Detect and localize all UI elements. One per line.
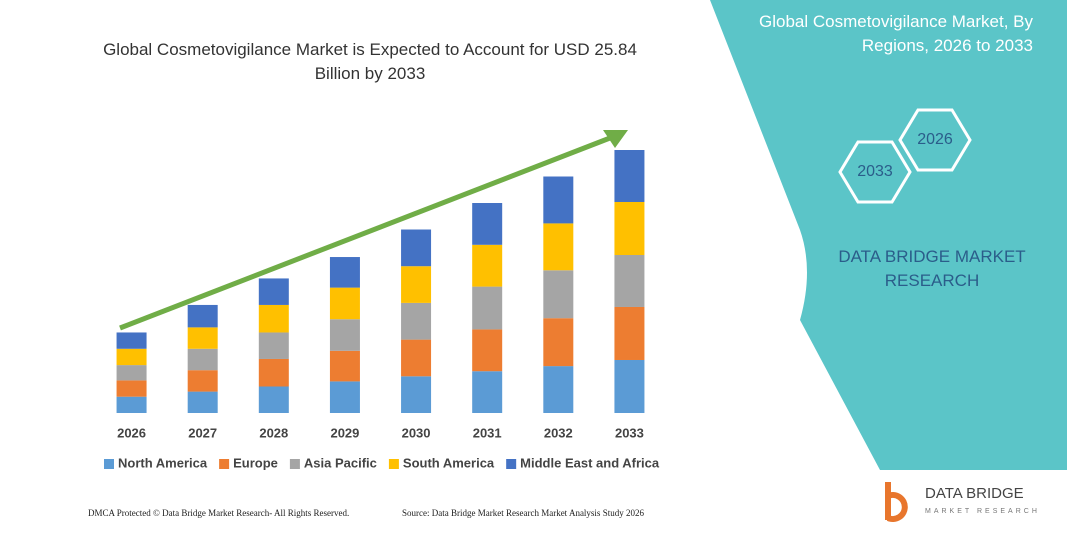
panel-brand: DATA BRIDGE MARKET RESEARCH — [838, 247, 1026, 290]
bar-segment — [401, 266, 432, 303]
bar-segment — [614, 254, 645, 307]
x-tick-label: 2028 — [259, 425, 288, 440]
bar-segment — [614, 306, 645, 360]
bar-segment — [187, 304, 218, 328]
bar-segment — [329, 381, 360, 413]
bar-segment — [543, 318, 574, 367]
legend-label: Middle East and Africa — [520, 455, 660, 470]
bar-segment — [329, 319, 360, 351]
x-tick-label: 2032 — [544, 425, 573, 440]
bar-segment — [187, 327, 218, 349]
bar-segment — [614, 150, 645, 202]
logo-tagline: MARKET RESEARCH — [925, 508, 1040, 515]
x-tick-label: 2030 — [402, 425, 431, 440]
legend-swatch — [104, 459, 114, 469]
legend-swatch — [506, 459, 517, 469]
bar-segment — [543, 176, 574, 224]
footer-right: Source: Data Bridge Market Research Mark… — [402, 508, 644, 518]
bar-segment — [116, 348, 147, 366]
bar-segment — [116, 396, 147, 413]
bar-segment — [472, 244, 503, 287]
bar-segment — [401, 339, 432, 377]
bar-segment — [116, 365, 147, 381]
bar-segment — [472, 286, 503, 330]
bar-segment — [329, 350, 360, 382]
hexagon — [898, 108, 972, 172]
bar-segment — [614, 201, 645, 255]
bar-segment — [187, 370, 218, 392]
bar-segment — [258, 278, 289, 305]
bar-segment — [543, 366, 574, 413]
hexagon-label: 2033 — [857, 163, 893, 180]
x-tick-label: 2027 — [188, 425, 217, 440]
bar-segment — [258, 304, 289, 333]
x-tick-label: 2026 — [117, 425, 146, 440]
bar-segment — [258, 386, 289, 413]
logo-name: DATA BRIDGE — [925, 485, 1024, 502]
logo-icon — [885, 482, 908, 522]
x-tick-label: 2031 — [473, 425, 502, 440]
side-panel — [710, 0, 1067, 470]
panel-title: Global Cosmetovigilance Market, By Regio… — [758, 12, 1033, 55]
bar-segment — [258, 332, 289, 359]
bar-segment — [329, 257, 360, 288]
bar-segment — [614, 359, 645, 413]
bar-segment — [329, 287, 360, 320]
legend-label: Europe — [233, 455, 278, 470]
bar-segment — [401, 376, 432, 413]
bar-segment — [472, 371, 503, 413]
bar-segment — [543, 223, 574, 271]
bar-segment — [401, 229, 432, 267]
bar-segment — [116, 332, 147, 349]
legend-label: South America — [403, 455, 495, 470]
footer-left: DMCA Protected © Data Bridge Market Rese… — [88, 508, 349, 518]
trend-arrow — [119, 135, 611, 331]
bar-segment — [258, 358, 289, 387]
legend-swatch — [388, 459, 399, 469]
arrow-head — [603, 130, 628, 148]
x-tick-label: 2033 — [615, 425, 644, 440]
bar-segment — [543, 270, 574, 319]
hexagon-label: 2026 — [917, 131, 953, 148]
chart-title: Global Cosmetovigilance Market is Expect… — [103, 40, 637, 83]
bar-segment — [187, 348, 218, 371]
legend-label: Asia Pacific — [304, 455, 377, 470]
legend-swatch — [219, 459, 230, 469]
legend-label: North America — [118, 455, 208, 470]
bar-segment — [472, 203, 503, 245]
bar-segment — [116, 380, 147, 397]
bar-segment — [401, 302, 432, 340]
bar-segment — [187, 391, 218, 413]
legend-swatch — [289, 459, 300, 469]
bar-segment — [472, 329, 503, 372]
x-tick-label: 2029 — [330, 425, 359, 440]
hexagon — [838, 140, 912, 204]
